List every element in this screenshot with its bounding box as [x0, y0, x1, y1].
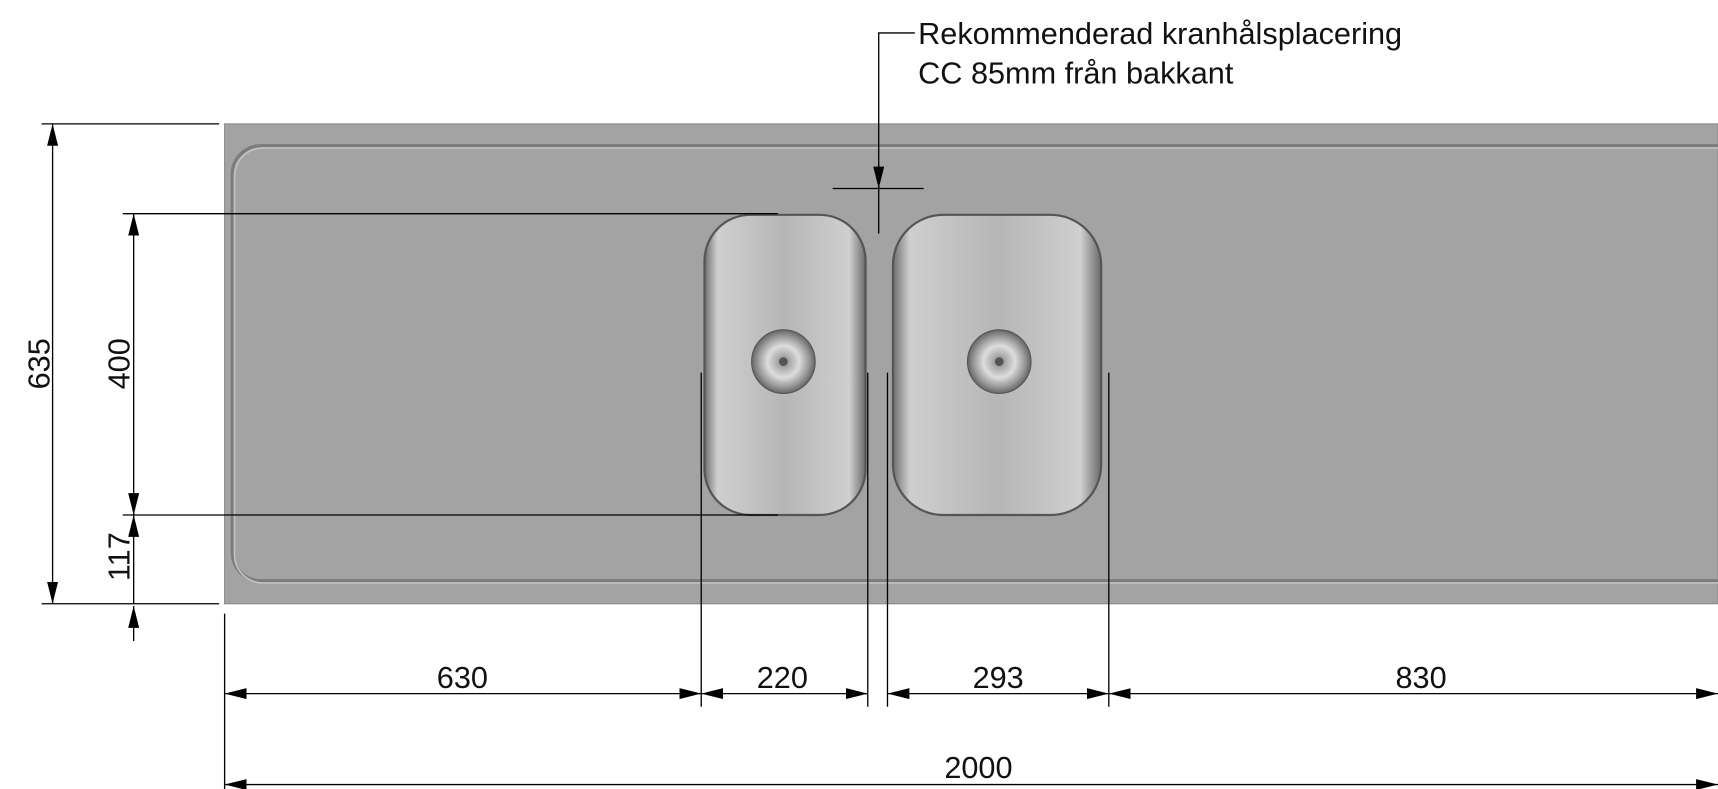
annotation-line: Rekommenderad kranhålsplacering [918, 17, 1402, 51]
dimension-label: 830 [1395, 661, 1446, 695]
dimension-label: 117 [102, 532, 136, 581]
annotation-line: CC 85mm från bakkant [918, 56, 1234, 90]
dimension-label: 293 [973, 661, 1024, 695]
drain-center [779, 357, 788, 366]
dimension-label: 400 [102, 338, 136, 389]
dimension-label: 635 [22, 338, 56, 389]
dimension-label: 2000 [944, 751, 1012, 785]
drain-center [995, 357, 1004, 366]
sink-drawing: Rekommenderad kranhålsplacering CC 85mm … [0, 0, 1718, 789]
dimension-label: 630 [437, 661, 488, 695]
page: Rekommenderad kranhålsplacering CC 85mm … [0, 0, 1718, 789]
dimension-label: 220 [757, 661, 808, 695]
